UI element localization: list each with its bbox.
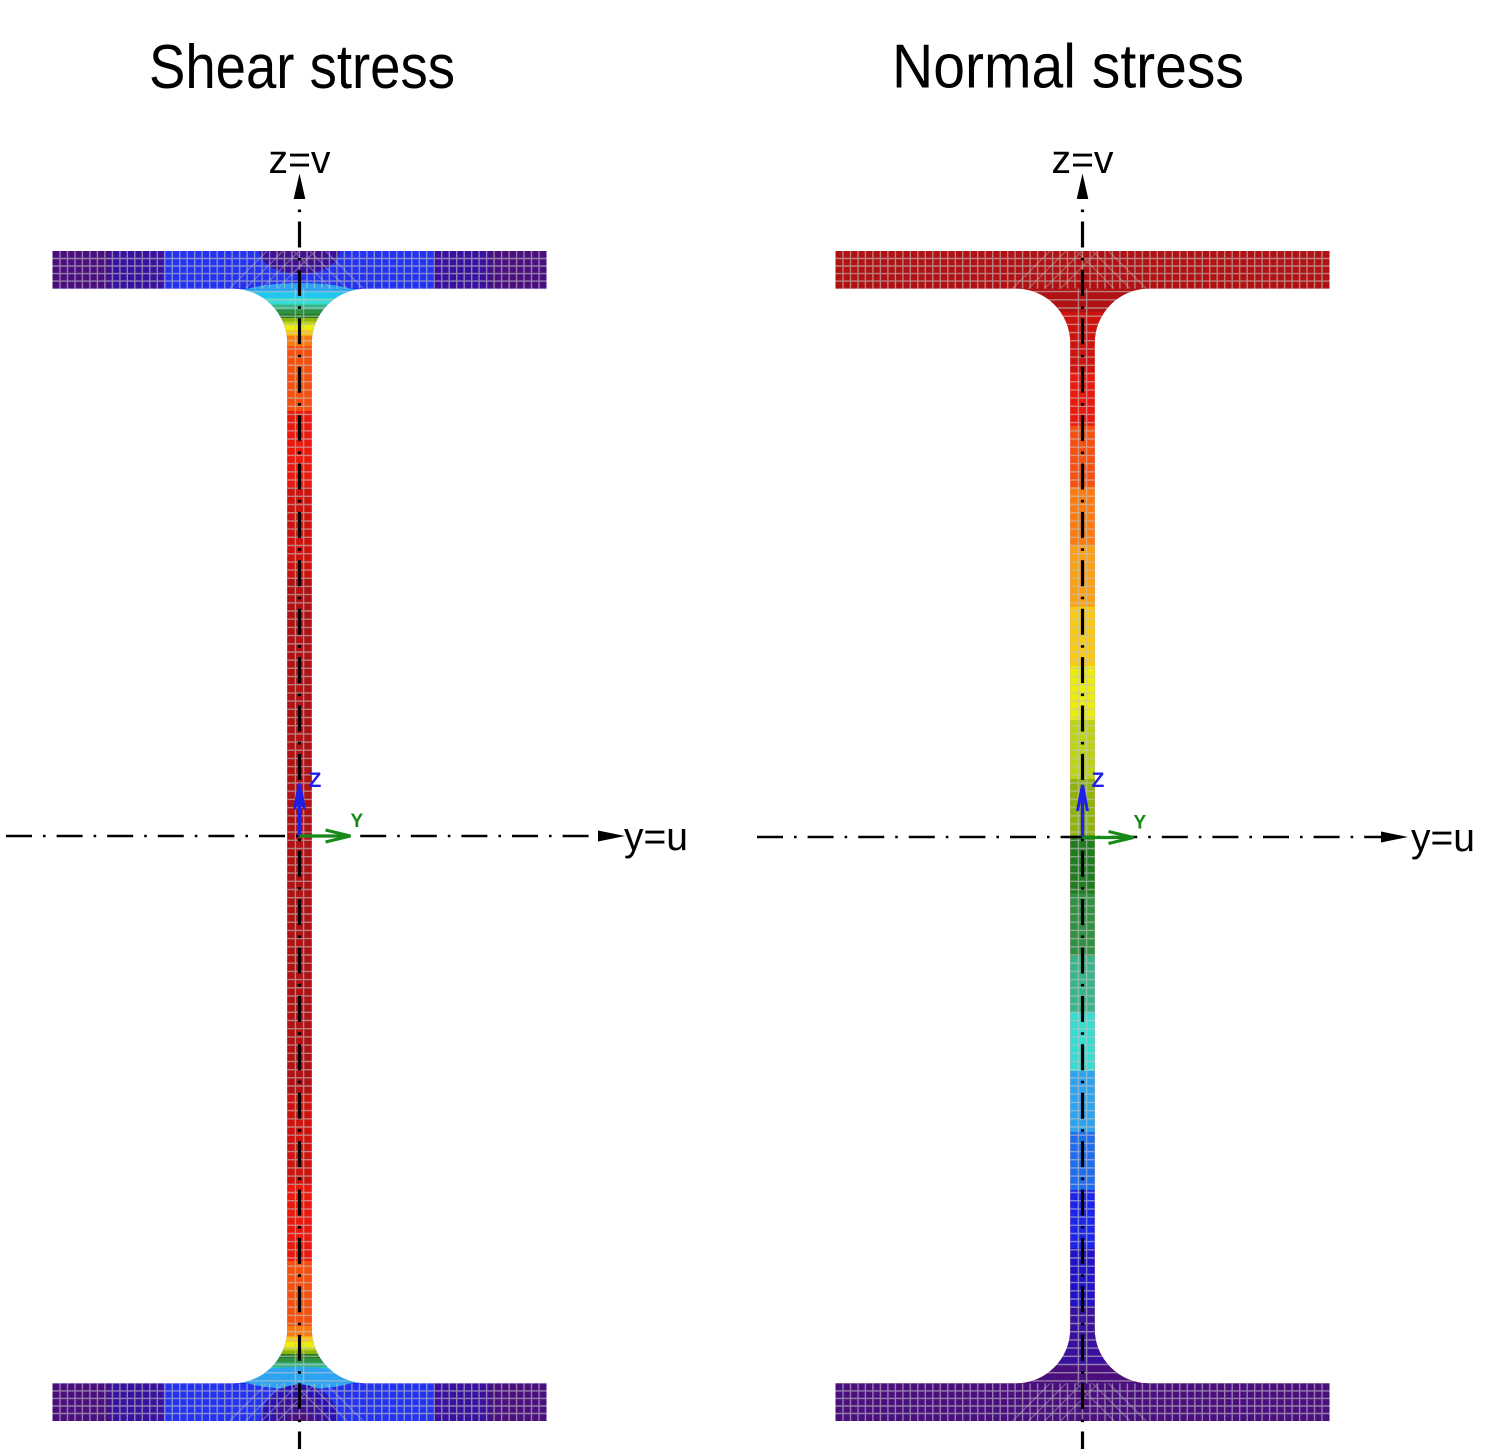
svg-text:Y: Y	[351, 811, 364, 832]
svg-text:Normal stress: Normal stress	[892, 33, 1244, 102]
svg-text:Y: Y	[1134, 813, 1147, 834]
svg-text:z=v: z=v	[269, 138, 331, 182]
svg-text:z=v: z=v	[1052, 138, 1114, 182]
svg-text:Z: Z	[309, 769, 322, 792]
svg-text:Shear stress: Shear stress	[149, 33, 455, 102]
svg-text:Z: Z	[1092, 769, 1105, 792]
svg-text:y=u: y=u	[624, 815, 688, 859]
svg-text:y=u: y=u	[1411, 816, 1475, 860]
